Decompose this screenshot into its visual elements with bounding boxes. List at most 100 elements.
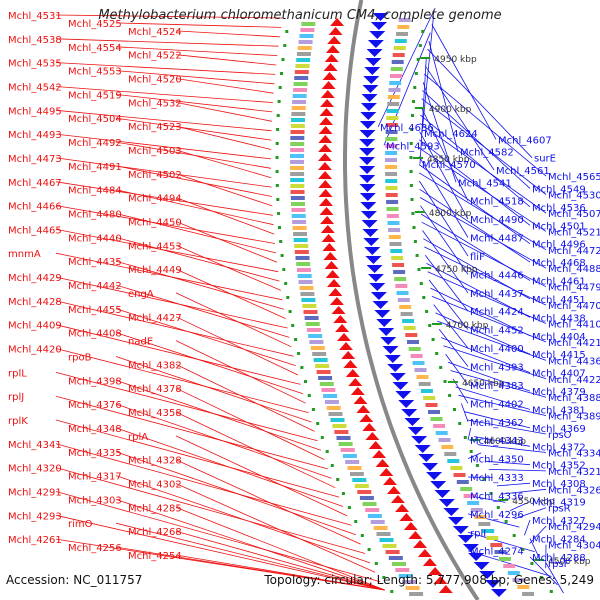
cog-category-block [306,328,321,332]
reverse-gene-arrow [401,409,418,417]
guide-dot [469,450,473,453]
guide-dot [504,520,508,523]
guide-dot [276,198,280,201]
cog-category-block [290,172,305,176]
gene-label-right: Mchl_4393 [470,363,524,374]
cog-category-block [296,58,311,62]
gene-label-right: Mchl_4333 [470,473,524,484]
cog-category-block [290,166,304,170]
gene-label-right: Mchl_4607 [498,135,552,146]
leader-line-left [175,507,385,591]
gene-label-right: Mchl_4284 [532,534,586,545]
map-title: Methylobacterium chloromethanicum CM4, c… [98,8,502,23]
gene-label-right: Mchl_4451 [532,295,586,306]
cog-category-block [319,382,334,386]
forward-gene-arrow [422,558,437,566]
reverse-gene-arrow [369,31,386,39]
leader-line-right [529,556,558,586]
reverse-gene-arrow [462,544,479,552]
forward-gene-arrow [362,423,377,431]
forward-gene-arrow [339,342,353,350]
cog-category-block [293,232,308,236]
leader-line-right [418,147,547,232]
cog-category-block [470,508,483,512]
cog-category-block [313,358,328,362]
reverse-gene-arrow [485,580,501,588]
leader-line-left [175,530,385,591]
cog-category-block [418,382,431,386]
leader-line-right [474,436,531,447]
cog-category-block [291,214,306,218]
cog-category-block [294,244,309,248]
gene-label-left: Mchl_4427 [128,313,182,324]
gene-label-left: Mchl_4554 [68,43,122,54]
leader-line-left [175,387,325,460]
forward-gene-arrow [348,378,363,386]
guide-dot [428,324,432,327]
cog-category-block [385,193,398,197]
cog-category-block [402,580,417,584]
guide-dot [549,590,553,593]
right-leader-lines [377,7,564,594]
cog-category-block [342,454,357,458]
cog-category-block [303,310,318,314]
guide-dot [280,72,283,75]
gene-label-left: Mchl_4524 [128,27,182,38]
cog-category-block [292,226,307,230]
guide-dot [409,184,413,187]
gene-label-left: Mchl_4465 [8,225,62,236]
leader-line-right [427,48,533,158]
forward-gene-arrow [319,207,334,215]
reverse-gene-arrow [363,238,380,246]
leader-line-left [55,324,301,385]
gene-label-right: Mchl_4350 [470,455,524,466]
leader-line-left [175,125,272,150]
gene-label-left: Mchl_4492 [68,138,122,149]
guide-dot [431,338,435,341]
leader-line-right [488,469,547,472]
leader-line-right [420,114,531,208]
left-leader-lines [55,14,385,591]
leader-line-left [115,427,344,507]
cog-category-block [387,102,400,106]
forward-gene-arrow [368,441,383,449]
cog-category-block [386,207,399,211]
gene-label-right: Mchl_4438 [532,313,586,324]
cog-category-block [467,501,480,505]
gene-label-left: Mchl_4453 [128,241,182,252]
cog-category-block [385,130,398,134]
leader-line-left [55,14,283,19]
cog-category-block [392,53,405,57]
cog-category-block [385,172,398,176]
guide-dot [412,226,416,229]
leader-line-left [55,133,272,160]
guide-dot [435,352,439,355]
reverse-gene-arrow [392,382,409,390]
cog-category-block [517,585,530,589]
leader-line-left [115,22,282,28]
cog-category-block [293,88,308,92]
gene-label-left: rpoB [68,353,92,364]
cog-category-block [420,389,433,393]
cog-category-block [290,142,305,146]
forward-gene-arrow [356,405,371,413]
leader-line-left [175,244,281,291]
forward-gene-arrow [318,153,332,161]
guide-dot [277,100,281,103]
cog-category-block [291,202,305,206]
gene-label-left: Mchl_4502 [128,170,182,181]
gene-label-right: Mchl_4372 [532,442,586,453]
reverse-gene-arrow [411,436,428,444]
cog-category-block [453,473,466,477]
gene-label-left: Mchl_4473 [8,154,62,165]
guide-dot [418,44,422,47]
leader-line-right [438,329,469,367]
guide-dot [278,86,282,89]
forward-gene-arrow [345,369,360,377]
gene-label-left: Mchl_4484 [68,186,122,197]
leader-line-left [175,340,306,404]
forward-gene-arrow [319,198,333,206]
cog-category-block [402,319,415,323]
leader-line-right [524,519,531,536]
